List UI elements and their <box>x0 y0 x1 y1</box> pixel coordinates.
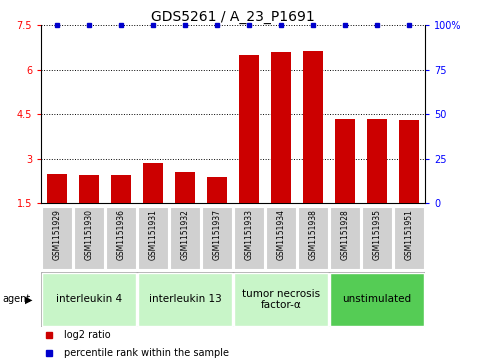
Text: GSM1151951: GSM1151951 <box>405 209 413 260</box>
Text: GSM1151932: GSM1151932 <box>181 209 189 260</box>
Text: GSM1151937: GSM1151937 <box>213 209 222 260</box>
Bar <box>138 273 232 326</box>
Text: GSM1151931: GSM1151931 <box>149 209 157 260</box>
Bar <box>42 207 72 269</box>
Bar <box>234 207 264 269</box>
Bar <box>138 207 169 269</box>
Text: unstimulated: unstimulated <box>342 294 412 305</box>
Bar <box>362 207 392 269</box>
Text: GSM1151938: GSM1151938 <box>309 209 317 260</box>
Bar <box>208 177 227 203</box>
Bar <box>112 175 130 203</box>
Bar <box>202 207 232 269</box>
Bar <box>143 163 163 203</box>
Bar <box>42 273 136 326</box>
Bar <box>47 174 67 203</box>
Text: ▶: ▶ <box>25 294 33 305</box>
Text: GSM1151934: GSM1151934 <box>277 209 285 260</box>
Text: GSM1151930: GSM1151930 <box>85 209 94 260</box>
Text: GSM1151933: GSM1151933 <box>244 209 254 260</box>
Bar <box>106 207 136 269</box>
Text: GSM1151936: GSM1151936 <box>116 209 126 260</box>
Text: interleukin 4: interleukin 4 <box>56 294 122 305</box>
Bar <box>298 207 328 269</box>
Bar <box>368 119 387 203</box>
Bar <box>303 50 323 203</box>
Text: agent: agent <box>2 294 30 305</box>
Bar <box>335 119 355 203</box>
Title: GDS5261 / A_23_P1691: GDS5261 / A_23_P1691 <box>151 11 315 24</box>
Text: GSM1151928: GSM1151928 <box>341 209 350 260</box>
Bar <box>170 207 200 269</box>
Text: GSM1151929: GSM1151929 <box>53 209 61 260</box>
Text: interleukin 13: interleukin 13 <box>149 294 221 305</box>
Text: log2 ratio: log2 ratio <box>64 330 111 340</box>
Bar <box>330 207 360 269</box>
Bar <box>271 52 291 203</box>
Bar <box>266 207 297 269</box>
Bar <box>399 120 419 203</box>
Text: tumor necrosis
factor-α: tumor necrosis factor-α <box>242 289 320 310</box>
Bar <box>330 273 425 326</box>
Bar <box>240 55 259 203</box>
Bar <box>175 172 195 203</box>
Text: GSM1151935: GSM1151935 <box>372 209 382 260</box>
Text: percentile rank within the sample: percentile rank within the sample <box>64 348 229 358</box>
Bar <box>79 175 99 203</box>
Bar <box>394 207 425 269</box>
Bar <box>234 273 328 326</box>
Bar <box>74 207 104 269</box>
